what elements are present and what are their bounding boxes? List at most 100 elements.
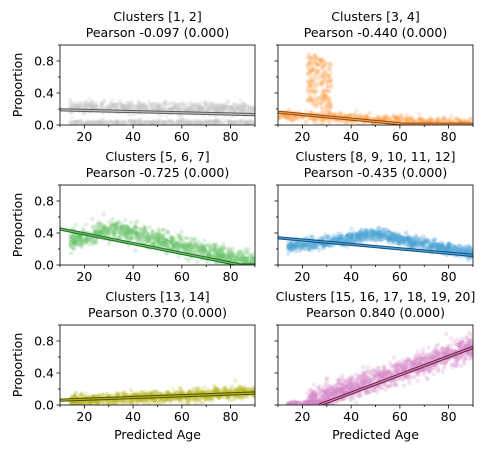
- scatter-point: [135, 230, 141, 236]
- scatter-point: [316, 76, 322, 81]
- scatter-point: [408, 240, 413, 245]
- scatter-point: [136, 101, 141, 106]
- scatter-point: [229, 119, 235, 125]
- scatter-point: [455, 117, 461, 122]
- scatter-point: [124, 236, 129, 241]
- scatter-point: [377, 231, 382, 237]
- scatter-point: [115, 105, 120, 111]
- scatter-point: [168, 106, 174, 111]
- scatter-point: [131, 229, 136, 234]
- scatter-point: [207, 105, 213, 110]
- scatter-point: [122, 105, 127, 111]
- scatter-point: [240, 109, 245, 114]
- scatter-point: [201, 249, 206, 254]
- scatter-point: [70, 121, 76, 125]
- scatter-point: [191, 103, 196, 108]
- scatter-point: [196, 102, 201, 108]
- scatter-point: [148, 120, 153, 125]
- scatter-point: [145, 104, 150, 109]
- scatter-point: [95, 393, 101, 399]
- scatter-point: [227, 387, 233, 392]
- scatter-point: [217, 395, 222, 400]
- scatter-point: [68, 233, 74, 239]
- scatter-point: [339, 233, 344, 239]
- scatter-point: [339, 236, 344, 241]
- scatter-point: [414, 239, 419, 244]
- scatter-point: [369, 230, 375, 235]
- scatter-point: [394, 236, 399, 241]
- scatter-point: [342, 236, 347, 241]
- scatter-point: [152, 236, 157, 242]
- scatter-point: [230, 246, 236, 252]
- scatter-point: [304, 108, 309, 114]
- scatter-point: [84, 401, 90, 405]
- scatter-point: [420, 238, 426, 243]
- scatter-point: [92, 103, 98, 108]
- scatter-point: [220, 253, 226, 258]
- scatter-point: [147, 234, 152, 240]
- scatter-point: [448, 117, 453, 122]
- scatter-point: [186, 121, 191, 125]
- scatter-point: [215, 254, 220, 260]
- scatter-point: [230, 121, 235, 125]
- scatter-point: [182, 120, 188, 125]
- scatter-point: [252, 122, 255, 125]
- scatter-point: [439, 245, 445, 251]
- y-tick-label: 0.8: [34, 194, 54, 209]
- scatter-point: [358, 112, 363, 118]
- scatter-point: [226, 255, 231, 260]
- scatter-point: [219, 102, 224, 107]
- scatter-point: [459, 246, 464, 251]
- scatter-point: [162, 398, 167, 404]
- scatter-point: [90, 104, 95, 110]
- scatter-point: [178, 243, 183, 248]
- scatter-point: [76, 234, 82, 240]
- scatter-point: [190, 105, 196, 110]
- scatter-point: [380, 227, 385, 233]
- scatter-point: [379, 229, 384, 234]
- scatter-point: [371, 122, 376, 125]
- scatter-point: [166, 245, 171, 250]
- scatter-point: [189, 120, 194, 125]
- scatter-point: [189, 122, 194, 125]
- scatter-point: [398, 237, 403, 242]
- scatter-point: [214, 105, 219, 110]
- scatter-point: [207, 120, 212, 125]
- scatter-point: [98, 231, 103, 236]
- scatter-point: [99, 120, 105, 125]
- scatter-point: [367, 228, 373, 234]
- scatter-point: [126, 229, 132, 235]
- scatter-point: [360, 239, 365, 244]
- scatter-point: [282, 113, 287, 118]
- scatter-point: [99, 105, 105, 111]
- scatter-point: [184, 246, 189, 251]
- scatter-point: [198, 120, 203, 125]
- scatter-point: [176, 242, 181, 248]
- scatter-point: [125, 399, 130, 405]
- scatter-point: [156, 107, 161, 112]
- scatter-point: [251, 109, 255, 114]
- scatter-point: [249, 106, 254, 111]
- scatter-point: [321, 60, 327, 65]
- scatter-point: [148, 391, 154, 397]
- scatter-point: [405, 236, 410, 241]
- scatter-point: [100, 228, 105, 233]
- scatter-point: [228, 119, 233, 125]
- scatter-point: [136, 234, 142, 240]
- scatter-point: [165, 119, 170, 124]
- scatter-point: [230, 250, 235, 255]
- subplot-subtitle: Pearson -0.097 (0.000): [86, 25, 229, 40]
- scatter-point: [204, 396, 209, 402]
- scatter-point: [326, 66, 332, 71]
- subplot-title: Clusters [3, 4]: [331, 9, 419, 24]
- scatter-point: [324, 79, 329, 84]
- scatter-point: [190, 119, 195, 125]
- scatter-point: [410, 241, 415, 246]
- scatter-point: [126, 224, 131, 230]
- scatter-point: [278, 116, 283, 121]
- scatter-point: [134, 233, 140, 238]
- scatter-point: [243, 259, 249, 264]
- scatter-point: [142, 105, 147, 111]
- scatter-point: [247, 109, 252, 114]
- scatter-point: [380, 232, 385, 238]
